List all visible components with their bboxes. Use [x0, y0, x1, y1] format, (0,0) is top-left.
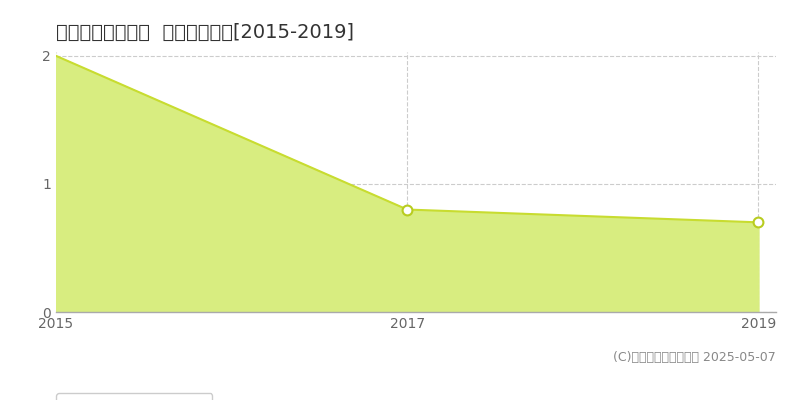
Point: [752, 219, 765, 226]
Point: [401, 206, 414, 213]
Legend: 土地価格 平均坪単価(万円/坪): 土地価格 平均坪単価(万円/坪): [56, 393, 213, 400]
Text: (C)土地価格ドットコム 2025-05-07: (C)土地価格ドットコム 2025-05-07: [614, 351, 776, 364]
Text: 高島市マキノ町下  土地価格推移[2015-2019]: 高島市マキノ町下 土地価格推移[2015-2019]: [56, 23, 354, 42]
